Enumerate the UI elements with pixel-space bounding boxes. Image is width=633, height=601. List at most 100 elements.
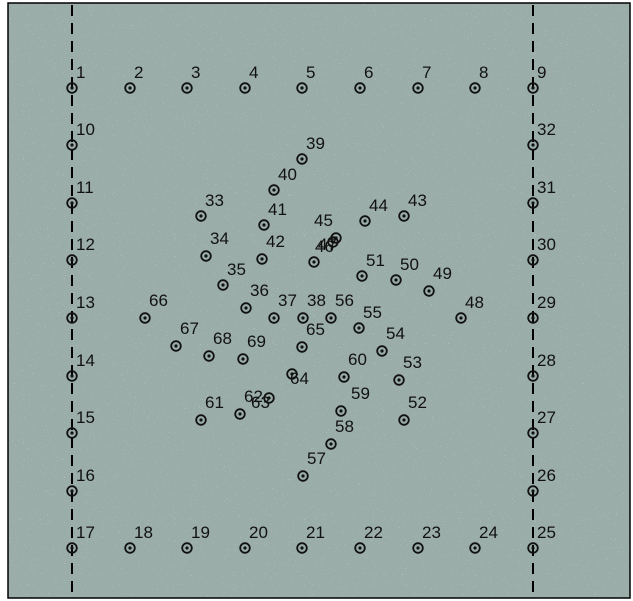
- marker-label: 31: [537, 178, 556, 197]
- marker-50: 50: [390, 255, 419, 286]
- marker-label: 58: [335, 417, 354, 436]
- marker-15: 15: [66, 408, 95, 439]
- marker-center-dot: [300, 546, 304, 550]
- marker-26: 26: [527, 466, 556, 497]
- circled-dot-icon: [256, 253, 268, 265]
- marker-3: 3: [181, 63, 200, 94]
- marker-label: 30: [537, 235, 556, 254]
- marker-label: 22: [364, 523, 383, 542]
- marker-center-dot: [300, 86, 304, 90]
- circled-dot-icon: [353, 322, 365, 334]
- marker-9: 9: [527, 63, 546, 94]
- circled-dot-icon: [263, 392, 275, 404]
- marker-label: 69: [247, 332, 266, 351]
- circled-dot-icon: [335, 405, 347, 417]
- marker-label: 18: [134, 523, 153, 542]
- marker-38: 38: [297, 291, 326, 324]
- marker-19: 19: [181, 523, 210, 554]
- marker-label: 10: [76, 120, 95, 139]
- marker-label: 9: [537, 63, 546, 82]
- marker-label: 59: [351, 384, 370, 403]
- marker-center-dot: [244, 306, 248, 310]
- marker-54: 54: [376, 324, 405, 357]
- circled-dot-icon: [527, 197, 539, 209]
- marker-center-dot: [301, 316, 305, 320]
- circled-dot-icon: [356, 270, 368, 282]
- marker-label: 19: [191, 523, 210, 542]
- marker-center-dot: [416, 86, 420, 90]
- marker-29: 29: [527, 293, 556, 324]
- marker-center-dot: [260, 257, 264, 261]
- marker-41: 41: [258, 200, 287, 231]
- circled-dot-icon: [527, 312, 539, 324]
- marker-label: 56: [335, 291, 354, 310]
- marker-59: 59: [335, 384, 370, 417]
- marker-label: 29: [537, 293, 556, 312]
- marker-center-dot: [262, 223, 266, 227]
- marker-label: 13: [76, 293, 95, 312]
- marker-40: 40: [268, 165, 297, 196]
- marker-56: 56: [325, 291, 354, 324]
- marker-label: 37: [278, 291, 297, 310]
- circled-dot-icon: [308, 256, 320, 268]
- marker-label: 66: [149, 291, 168, 310]
- circled-dot-icon: [338, 371, 350, 383]
- circled-dot-icon: [268, 184, 280, 196]
- marker-center-dot: [267, 396, 271, 400]
- marker-49: 49: [423, 264, 452, 297]
- marker-label: 3: [191, 63, 200, 82]
- marker-label: 61: [205, 393, 224, 412]
- circled-dot-icon: [455, 312, 467, 324]
- circled-dot-icon: [469, 542, 481, 554]
- marker-label: 51: [366, 251, 385, 270]
- marker-center-dot: [70, 143, 74, 147]
- marker-52: 52: [398, 393, 427, 426]
- marker-label: 21: [306, 523, 325, 542]
- circled-dot-icon: [398, 210, 410, 222]
- marker-label: 33: [205, 191, 224, 210]
- circled-dot-icon: [423, 285, 435, 297]
- marker-center-dot: [128, 546, 132, 550]
- marker-label: 34: [210, 229, 229, 248]
- marker-center-dot: [531, 86, 535, 90]
- marker-label: 67: [180, 319, 199, 338]
- marker-22: 22: [354, 523, 383, 554]
- marker-center-dot: [272, 188, 276, 192]
- circled-dot-icon: [139, 312, 151, 324]
- background-speckle: [8, 3, 630, 598]
- marker-label: 49: [433, 264, 452, 283]
- marker-61: 61: [195, 393, 224, 426]
- marker-5: 5: [296, 63, 315, 94]
- marker-center-dot: [402, 418, 406, 422]
- marker-center-dot: [329, 316, 333, 320]
- marker-label: 50: [400, 255, 419, 274]
- circled-dot-icon: [258, 219, 270, 231]
- marker-center-dot: [174, 344, 178, 348]
- marker-label: 27: [537, 408, 556, 427]
- marker-center-dot: [473, 546, 477, 550]
- marker-center-dot: [342, 375, 346, 379]
- circled-dot-icon: [195, 210, 207, 222]
- marker-label: 20: [249, 523, 268, 542]
- marker-62: 62: [234, 387, 263, 420]
- marker-label: 53: [403, 353, 422, 372]
- marker-center-dot: [531, 374, 535, 378]
- marker-47: 47: [308, 235, 337, 268]
- marker-68: 68: [203, 329, 232, 362]
- marker-7: 7: [412, 63, 431, 94]
- circled-dot-icon: [124, 82, 136, 94]
- marker-center-dot: [427, 289, 431, 293]
- marker-label: 23: [422, 523, 441, 542]
- frame-border: [7, 2, 631, 599]
- marker-label: 24: [479, 523, 498, 542]
- marker-label: 8: [479, 63, 488, 82]
- marker-center-dot: [397, 378, 401, 382]
- marker-2: 2: [124, 63, 143, 94]
- marker-label: 42: [266, 232, 285, 251]
- marker-42: 42: [256, 232, 285, 265]
- marker-center-dot: [290, 372, 294, 376]
- circled-dot-icon: [200, 250, 212, 262]
- marker-label: 64: [290, 369, 309, 388]
- marker-4: 4: [239, 63, 258, 94]
